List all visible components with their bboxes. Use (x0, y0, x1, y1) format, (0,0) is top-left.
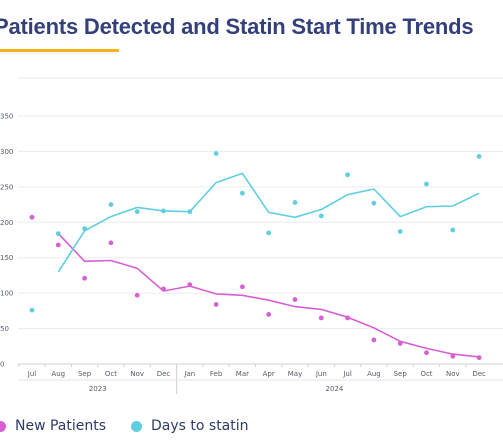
legend-label-days-to-statin: Days to statin (151, 418, 249, 434)
x-tick-label: Sep (394, 370, 408, 378)
x-tick-label: Aug (51, 370, 65, 378)
new-patients-point (450, 353, 456, 359)
legend-item-days-to-statin[interactable]: Days to statin (131, 418, 249, 434)
y-tick-label: 200 (0, 219, 13, 227)
x-tick-label: Nov (130, 370, 144, 378)
x-tick-label: Apr (263, 370, 275, 378)
new-patients-point (318, 315, 324, 321)
x-tick-label: Mar (236, 370, 249, 378)
x-tick-label: Dec (472, 370, 486, 378)
days-to-statin-point (345, 172, 350, 178)
y-tick-label: 250 (0, 183, 13, 191)
legend: New Patients Days to statin (0, 418, 503, 438)
x-axis: Jul Aug Sep Oct Nov Dec Jan Feb Mar Apr May Jun Jul A… (18, 364, 503, 394)
new-patients-point (82, 275, 87, 281)
new-patients-point (134, 292, 140, 298)
x-tick-label: Jun (315, 370, 327, 378)
y-tick-label: 0 (0, 361, 4, 369)
new-patients-point (213, 302, 219, 307)
new-patients-point (55, 242, 61, 248)
days-to-statin-point (318, 213, 324, 219)
days-to-statin-point (82, 226, 87, 232)
x-tick-label: May (288, 370, 302, 378)
year-group-label: 2023 (89, 385, 107, 393)
days-to-statin-point (266, 230, 272, 236)
x-tick-label: Oct (420, 370, 432, 378)
days-to-statin-point (161, 208, 166, 214)
new-patients-point (345, 315, 350, 321)
new-patients-point (397, 341, 403, 346)
days-to-statin-point (55, 231, 61, 237)
y-tick-label: 50 (0, 325, 9, 333)
days-to-statin-point (29, 307, 35, 313)
days-to-statin-point (187, 209, 193, 215)
chart-title: Patients Detected and Statin Start Time … (0, 14, 474, 39)
title-underline (0, 49, 119, 52)
x-tick-label: Jan (183, 370, 195, 378)
legend-item-new-patients[interactable]: New Patients (0, 418, 106, 434)
x-tick-label: Dec (157, 370, 171, 378)
new-patients-point (29, 214, 35, 220)
new-patients-point (108, 240, 114, 246)
days-to-statin-point (476, 153, 482, 159)
new-patients-swatch (0, 420, 6, 432)
data-points (29, 151, 482, 361)
days-to-statin-point (108, 202, 114, 207)
y-axis-ticks: 0 50 100 150 200 250 300 350 (0, 113, 13, 369)
x-tick-label: Aug (367, 370, 381, 378)
grid-lines (18, 77, 503, 365)
new-patients-point (476, 355, 482, 361)
new-patients-point (187, 282, 193, 288)
x-tick-label: Jul (342, 370, 352, 378)
y-tick-label: 350 (0, 113, 13, 121)
x-tick-label: Sep (78, 370, 92, 378)
y-tick-label: 100 (0, 290, 13, 298)
days-to-statin-point (371, 200, 377, 206)
x-tick-label: Nov (446, 370, 460, 378)
days-to-statin-point (424, 181, 429, 187)
new-patients-point (266, 312, 272, 317)
days-to-statin-point (450, 227, 456, 233)
year-group-label: 2024 (326, 385, 344, 393)
y-tick-label: 300 (0, 148, 13, 156)
new-patients-point (371, 337, 377, 343)
x-tick-label: Feb (210, 370, 223, 378)
new-patients-point (424, 350, 429, 356)
x-tick-label: Jul (27, 370, 37, 378)
days-to-statin-point (134, 209, 140, 215)
new-patients-point (292, 297, 298, 302)
days-to-statin-point (292, 200, 298, 205)
new-patients-point (161, 286, 166, 292)
days-to-statin-trend-line (57, 172, 480, 273)
line-chart: 0 50 100 150 200 250 300 350 Jul Aug Sep Oct Nov Dec… (0, 77, 503, 394)
x-tick-label: Oct (105, 370, 117, 378)
days-to-statin-swatch (131, 420, 142, 432)
days-to-statin-point (213, 151, 219, 156)
days-to-statin-point (240, 190, 245, 196)
y-tick-label: 150 (0, 254, 13, 262)
new-patients-point (240, 284, 245, 290)
legend-label-new-patients: New Patients (15, 418, 107, 434)
new-patients-trend-line (57, 233, 480, 358)
trend-lines (57, 172, 480, 358)
days-to-statin-point (397, 229, 403, 234)
